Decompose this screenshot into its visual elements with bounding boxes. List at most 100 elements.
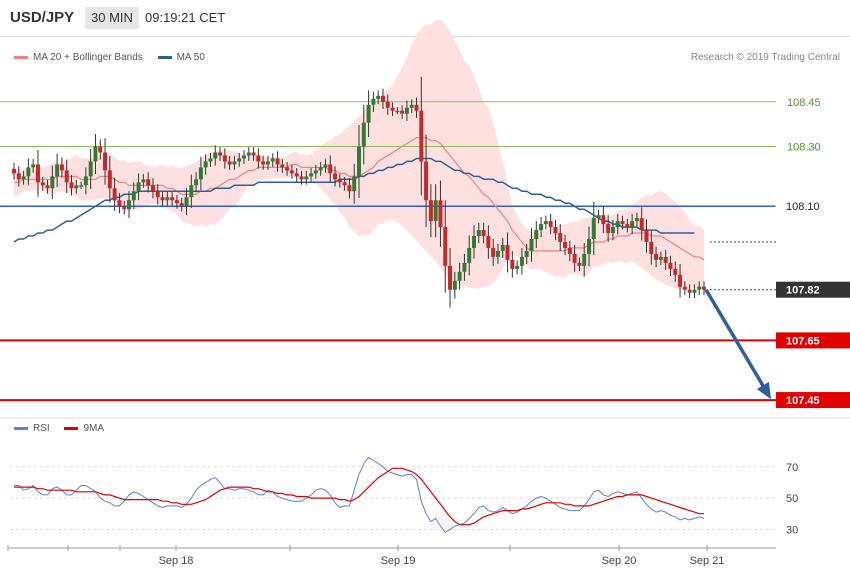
candle-body	[553, 227, 558, 234]
candle-body	[155, 191, 160, 198]
candle-body	[98, 146, 103, 153]
candle-body	[170, 197, 175, 201]
candle-body	[481, 230, 486, 237]
rsi-line	[14, 456, 705, 534]
candle-body	[519, 256, 524, 266]
candle-body	[136, 182, 141, 192]
candle-body	[12, 168, 16, 174]
candle-body	[64, 170, 69, 183]
candle-body	[50, 176, 55, 189]
candle-body	[227, 161, 232, 165]
candle-body	[366, 104, 371, 123]
candle-body	[16, 173, 21, 180]
candle-body	[548, 221, 553, 228]
candle-body	[610, 227, 615, 234]
candle-body	[289, 170, 294, 174]
candle-body	[122, 206, 127, 210]
candle-body	[424, 161, 429, 201]
candle-body	[237, 158, 242, 162]
projection-arrowhead	[756, 381, 772, 400]
candle-body	[59, 164, 64, 171]
candle-body	[380, 95, 385, 102]
candle-body	[242, 155, 246, 159]
candle-body	[596, 215, 601, 219]
candle-body	[539, 224, 544, 231]
candle-body	[534, 230, 539, 239]
candle-body	[337, 179, 342, 183]
x-tick-label: Sep 19	[381, 555, 416, 567]
level-label-107-65: 107.65	[786, 335, 820, 347]
candle-body	[472, 236, 476, 248]
candle-body	[385, 101, 390, 108]
candle-body	[448, 265, 453, 290]
candle-body	[371, 98, 376, 105]
candle-body	[572, 253, 577, 263]
candle-body	[93, 146, 98, 162]
candle-body	[486, 236, 491, 248]
level-badge-108-10	[775, 197, 850, 215]
rsi-legend-label: RSI	[33, 423, 50, 434]
timeframe-badge[interactable]: 30 MIN	[85, 7, 139, 29]
candle-body	[702, 286, 706, 290]
candle-body	[35, 164, 40, 183]
candle-body	[294, 173, 299, 177]
candle-body	[452, 280, 457, 290]
candle-body	[203, 161, 208, 168]
candle-body	[117, 200, 122, 207]
candle-body	[333, 173, 338, 180]
candle-body	[376, 95, 381, 99]
candle-body	[644, 230, 649, 242]
candle-body	[620, 221, 625, 225]
timestamp-label: 09:19:21 CET	[145, 10, 226, 25]
candle-body	[404, 107, 409, 114]
candle-body	[189, 185, 194, 198]
candle-body	[270, 158, 275, 162]
candle-body	[615, 221, 620, 228]
candle-body	[309, 173, 314, 177]
candle-body	[127, 200, 131, 210]
candle-body	[357, 146, 361, 177]
candle-body	[500, 244, 505, 251]
candle-body	[352, 176, 357, 192]
candle-body	[313, 170, 318, 174]
candle-body	[107, 170, 112, 189]
candle-body	[88, 161, 93, 177]
candle-body	[634, 218, 639, 222]
candle-body	[663, 256, 668, 263]
candle-body	[280, 164, 285, 168]
ma50-swatch	[157, 55, 172, 59]
candle-body	[246, 152, 251, 156]
candle-body	[462, 262, 467, 272]
candle-body	[112, 188, 117, 201]
rsi-legend: RSI 9MA	[14, 423, 104, 434]
candle-body	[443, 227, 448, 266]
candle-body	[524, 250, 529, 257]
candle-body	[587, 239, 591, 254]
research-credit: Research © 2019 Trading Central	[690, 52, 840, 63]
candle-body	[165, 197, 170, 201]
candle-body	[591, 218, 596, 239]
candle-body	[476, 230, 481, 237]
ma9-swatch	[64, 426, 79, 430]
level-badge-107-65	[776, 332, 850, 349]
x-tick-label: Sep 21	[690, 555, 725, 567]
candle-body	[582, 253, 587, 266]
candle-body	[529, 239, 534, 251]
candle-body	[606, 224, 611, 234]
rsi-swatch	[14, 426, 28, 430]
candle-body	[256, 155, 261, 162]
price-legend: MA 20 + Bollinger Bands MA 50	[14, 52, 205, 63]
candles	[12, 76, 706, 308]
candle-body	[692, 289, 697, 293]
level-label-108-45: 108.45	[787, 97, 821, 109]
candle-body	[323, 164, 328, 168]
chart-header: USD/JPY 30 MIN 09:19:21 CET	[0, 0, 850, 38]
candle-body	[285, 167, 290, 171]
candle-body	[40, 182, 45, 186]
rsi-ma9-line	[14, 467, 704, 526]
rsi-tick-70: 70	[786, 462, 798, 474]
projection-arrow-line	[704, 288, 770, 395]
candle-body	[673, 268, 678, 275]
candle-body	[682, 286, 687, 290]
candle-body	[347, 185, 352, 192]
